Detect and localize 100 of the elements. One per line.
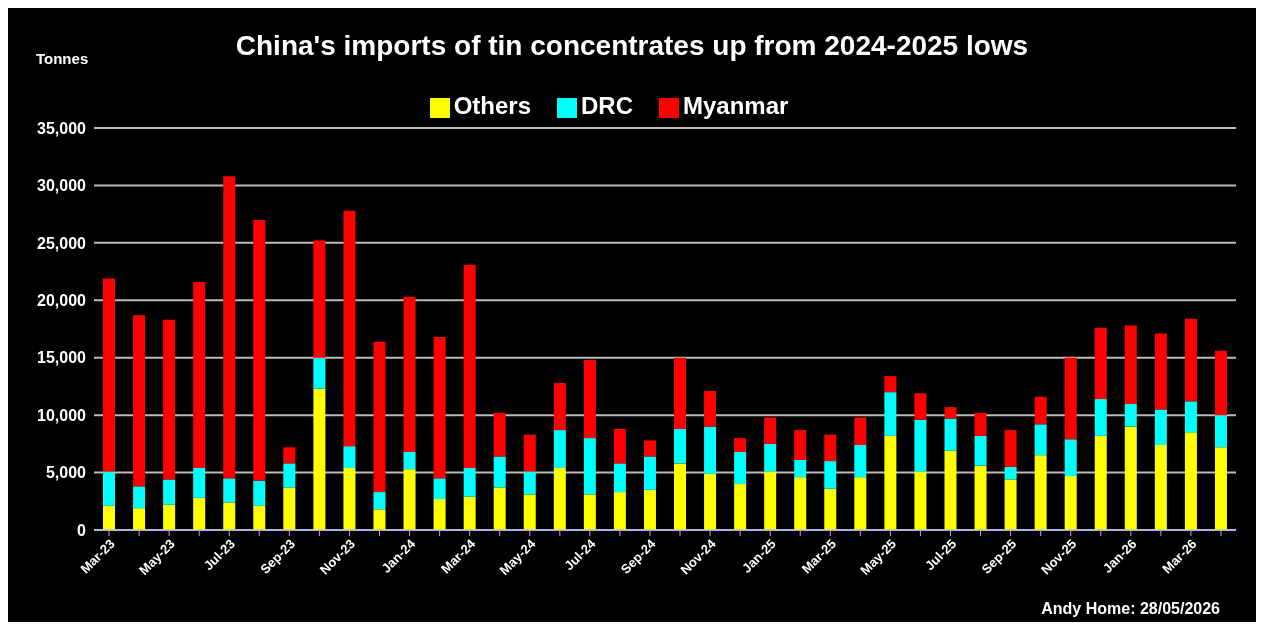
bar bbox=[1124, 426, 1137, 530]
bar bbox=[1154, 409, 1167, 446]
bar bbox=[764, 417, 777, 444]
bar bbox=[854, 477, 867, 530]
bar bbox=[103, 278, 116, 472]
y-tick-label: 10,000 bbox=[37, 406, 87, 424]
y-tick-label: 25,000 bbox=[37, 234, 87, 252]
bar bbox=[674, 463, 687, 530]
bar bbox=[1004, 430, 1017, 467]
bar bbox=[583, 360, 596, 439]
bar bbox=[1124, 325, 1137, 404]
bar bbox=[974, 435, 987, 466]
bar bbox=[613, 428, 626, 464]
bar bbox=[764, 471, 777, 530]
bar bbox=[1184, 401, 1197, 433]
bar bbox=[824, 461, 837, 489]
bar bbox=[343, 446, 356, 468]
bar bbox=[704, 391, 717, 427]
bar bbox=[433, 478, 446, 499]
bar bbox=[1184, 318, 1197, 402]
bar bbox=[553, 467, 566, 530]
bar bbox=[463, 264, 476, 468]
bar bbox=[283, 487, 296, 530]
bar bbox=[103, 505, 116, 530]
bar bbox=[1094, 327, 1107, 400]
bar bbox=[914, 419, 927, 472]
bar bbox=[884, 435, 897, 530]
bar bbox=[553, 430, 566, 468]
bar bbox=[373, 492, 386, 510]
bar bbox=[523, 471, 536, 495]
bar bbox=[1094, 435, 1107, 530]
legend-label: Myanmar bbox=[682, 92, 789, 119]
bar bbox=[253, 480, 266, 506]
bar bbox=[403, 296, 416, 452]
bar bbox=[1034, 455, 1047, 530]
chart-title: China's imports of tin concentrates up from 2024-2025 lows bbox=[235, 30, 1029, 61]
bar bbox=[643, 456, 656, 490]
bar bbox=[133, 508, 146, 530]
bar bbox=[193, 281, 206, 468]
bar bbox=[1004, 466, 1017, 480]
bar bbox=[493, 412, 506, 457]
y-axis-title: Tonnes bbox=[36, 50, 89, 67]
y-tick-label: 5,000 bbox=[45, 464, 87, 482]
bar bbox=[553, 382, 566, 431]
legend-label: DRC bbox=[580, 92, 633, 119]
bar bbox=[854, 417, 867, 446]
bar bbox=[944, 407, 957, 419]
bar bbox=[944, 418, 957, 451]
bar bbox=[1064, 357, 1077, 440]
bar bbox=[433, 337, 446, 479]
bar bbox=[674, 357, 687, 429]
bar bbox=[103, 471, 116, 506]
bar bbox=[734, 438, 747, 452]
bar bbox=[163, 479, 176, 505]
bar bbox=[794, 477, 807, 530]
bar bbox=[884, 392, 897, 436]
bar bbox=[373, 341, 386, 493]
bar bbox=[223, 502, 236, 530]
bar bbox=[1034, 424, 1047, 456]
bar bbox=[313, 357, 326, 389]
bar bbox=[674, 428, 687, 464]
bar bbox=[463, 467, 476, 497]
bar bbox=[704, 426, 717, 474]
bar bbox=[824, 488, 837, 530]
bar bbox=[523, 434, 536, 472]
bar bbox=[433, 498, 446, 530]
bar bbox=[283, 463, 296, 488]
legend-label: Others bbox=[453, 92, 531, 119]
bar bbox=[914, 393, 927, 420]
bar bbox=[493, 487, 506, 530]
bar bbox=[283, 447, 296, 464]
bar bbox=[313, 240, 326, 358]
bar bbox=[854, 445, 867, 478]
bar bbox=[1064, 476, 1077, 530]
bar bbox=[794, 430, 807, 460]
bar bbox=[1214, 447, 1227, 530]
bar bbox=[343, 210, 356, 447]
bar bbox=[1154, 333, 1167, 410]
bar bbox=[1064, 439, 1077, 477]
bar bbox=[343, 467, 356, 530]
bar bbox=[1154, 445, 1167, 530]
text: Andy Home: 28/05/2026 bbox=[1041, 600, 1220, 618]
bar bbox=[1214, 350, 1227, 416]
bar bbox=[1034, 396, 1047, 425]
bar bbox=[1214, 415, 1227, 448]
bar bbox=[704, 473, 717, 530]
bar bbox=[734, 484, 747, 530]
bar bbox=[463, 496, 476, 530]
y-tick-label: 35,000 bbox=[37, 119, 87, 137]
bar bbox=[1184, 432, 1197, 530]
bar bbox=[944, 450, 957, 530]
bar bbox=[223, 176, 236, 479]
bar bbox=[253, 505, 266, 530]
bar bbox=[133, 486, 146, 509]
bar bbox=[163, 319, 176, 480]
bar bbox=[403, 469, 416, 530]
y-tick-label: 15,000 bbox=[37, 349, 87, 367]
bar bbox=[974, 465, 987, 530]
y-tick-label: 30,000 bbox=[37, 177, 87, 195]
bar bbox=[884, 376, 897, 393]
